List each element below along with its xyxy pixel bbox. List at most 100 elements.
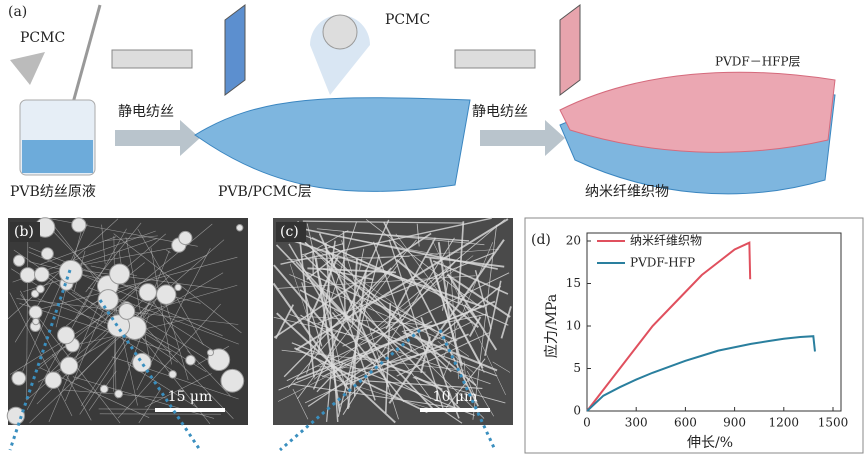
y-axis-label: 应力/MPa bbox=[543, 294, 560, 358]
fiber bbox=[395, 233, 457, 317]
fiber bbox=[138, 389, 161, 424]
fiber bbox=[365, 219, 481, 308]
fiber bbox=[302, 220, 463, 224]
fiber bbox=[445, 299, 484, 369]
fiber bbox=[464, 304, 480, 323]
fiber bbox=[307, 267, 396, 274]
fiber bbox=[305, 271, 458, 342]
chart: 0 300 600 900 1200 1500 0 5 10 15 20 (d) 伸长/% 应力/MPa 纳… bbox=[524, 217, 864, 454]
panel-label: (b) bbox=[14, 224, 34, 240]
fiber bbox=[369, 328, 498, 377]
fiber bbox=[117, 303, 221, 419]
x-tick-label: 300 bbox=[625, 416, 648, 430]
fiber bbox=[317, 252, 495, 325]
pump bbox=[111, 49, 193, 69]
fiber bbox=[372, 219, 506, 331]
panel-a-illustration bbox=[10, 4, 836, 195]
fiber bbox=[364, 380, 483, 390]
label: PCMC bbox=[20, 30, 65, 46]
bead bbox=[114, 389, 124, 399]
fiber bbox=[412, 377, 506, 404]
fiber bbox=[492, 361, 511, 373]
fiber bbox=[396, 332, 490, 377]
fiber bbox=[447, 274, 498, 351]
fiber bbox=[125, 237, 150, 355]
fiber bbox=[440, 285, 502, 335]
label: PVB/PCMC层 bbox=[218, 184, 312, 200]
bead bbox=[97, 289, 119, 311]
crystal bbox=[10, 52, 45, 85]
bead bbox=[174, 283, 182, 292]
fiber bbox=[316, 228, 485, 246]
fiber bbox=[317, 240, 336, 353]
fiber bbox=[287, 239, 417, 389]
fiber bbox=[9, 292, 73, 417]
pvb-layer bbox=[194, 97, 471, 192]
pcmc-particle bbox=[322, 14, 358, 50]
collector bbox=[559, 4, 581, 96]
fiber bbox=[441, 281, 449, 311]
bead bbox=[12, 254, 26, 267]
fiber bbox=[275, 244, 352, 324]
fiber bbox=[289, 263, 310, 324]
x-tick-label: 0 bbox=[583, 416, 591, 430]
fiber bbox=[457, 221, 465, 304]
fiber bbox=[67, 268, 222, 290]
fiber bbox=[276, 312, 396, 424]
pump bbox=[454, 49, 536, 69]
bead bbox=[11, 370, 27, 386]
fiber bbox=[447, 240, 459, 379]
bead bbox=[178, 230, 193, 246]
fiber bbox=[29, 238, 157, 282]
label: PVB纺丝原液 bbox=[10, 184, 96, 200]
x-tick-label: 1200 bbox=[769, 416, 800, 430]
fiber bbox=[437, 340, 474, 373]
fiber bbox=[331, 311, 405, 403]
fiber bbox=[275, 304, 295, 340]
fiber bbox=[342, 231, 346, 320]
solution-liquid bbox=[22, 140, 93, 173]
fiber bbox=[358, 301, 432, 400]
fiber bbox=[432, 240, 506, 396]
bead bbox=[40, 247, 54, 261]
bead bbox=[32, 317, 40, 326]
fiber bbox=[292, 388, 309, 420]
y-tick-label: 0 bbox=[573, 404, 581, 418]
bead bbox=[35, 284, 45, 294]
fiber bbox=[283, 267, 392, 378]
label-box bbox=[10, 222, 40, 242]
fiber bbox=[314, 357, 345, 384]
fiber bbox=[292, 229, 485, 419]
fiber bbox=[388, 239, 505, 404]
x-tick-label: 900 bbox=[723, 416, 746, 430]
fiber bbox=[317, 373, 436, 411]
fiber bbox=[36, 256, 238, 311]
legend-label: PVDF-HFP bbox=[630, 256, 695, 270]
arrow-1 bbox=[115, 120, 200, 156]
y-tick-label: 20 bbox=[566, 234, 581, 248]
fiber bbox=[341, 240, 399, 420]
fiber bbox=[281, 349, 465, 371]
fiber bbox=[273, 316, 362, 338]
bead bbox=[235, 224, 244, 232]
fiber bbox=[343, 248, 499, 261]
bead bbox=[34, 266, 50, 283]
fiber bbox=[342, 318, 404, 347]
fiber bbox=[26, 232, 29, 401]
fiber bbox=[23, 278, 64, 292]
scale-label: 15 μm bbox=[168, 389, 213, 405]
fiber bbox=[385, 237, 437, 330]
bead bbox=[19, 267, 36, 284]
fiber bbox=[446, 273, 511, 318]
fiber bbox=[79, 294, 160, 415]
label: 静电纺丝 bbox=[118, 104, 174, 120]
fiber bbox=[104, 235, 158, 241]
fiber bbox=[281, 224, 509, 326]
fiber bbox=[337, 254, 380, 417]
bead bbox=[71, 217, 87, 233]
line-series bbox=[586, 335, 816, 412]
bead bbox=[44, 371, 62, 389]
fiber bbox=[74, 228, 127, 320]
x-tick-label: 600 bbox=[674, 416, 697, 430]
